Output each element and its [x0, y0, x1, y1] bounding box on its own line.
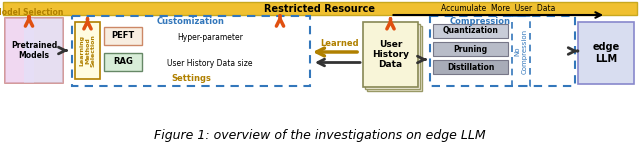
Bar — [75, 22, 100, 79]
Text: RAG: RAG — [113, 57, 133, 67]
Bar — [578, 22, 634, 84]
Text: Accumulate  More  User  Data: Accumulate More User Data — [441, 4, 556, 13]
Text: Learned: Learned — [320, 39, 358, 48]
Bar — [5, 18, 34, 83]
Text: Figure 1: overview of the investigations on edge LLM: Figure 1: overview of the investigations… — [154, 129, 486, 143]
Bar — [5, 18, 63, 83]
Text: Quantization: Quantization — [443, 26, 499, 36]
Text: Model Selection: Model Selection — [0, 8, 64, 17]
Bar — [3, 2, 637, 15]
Bar — [24, 18, 63, 83]
Bar — [433, 60, 508, 74]
Text: User History Data size: User History Data size — [167, 58, 253, 68]
Text: No
Compression: No Compression — [515, 28, 527, 74]
Bar — [367, 26, 422, 91]
Text: Hyper-parameter: Hyper-parameter — [177, 34, 243, 42]
Bar — [104, 27, 142, 45]
Text: Restricted Resource: Restricted Resource — [264, 3, 376, 14]
Bar — [433, 24, 508, 38]
Text: Pruning: Pruning — [453, 44, 488, 54]
Bar — [433, 42, 508, 56]
Text: User
History
Data: User History Data — [372, 40, 409, 69]
Text: edge
LLM: edge LLM — [593, 42, 620, 64]
Bar — [512, 16, 530, 86]
Bar — [104, 53, 142, 71]
Text: Pretrained
Models: Pretrained Models — [11, 41, 57, 60]
Bar — [72, 16, 310, 86]
Bar — [430, 16, 575, 86]
Text: Distillation: Distillation — [447, 62, 494, 72]
Bar — [365, 24, 420, 89]
Text: Settings: Settings — [171, 74, 211, 83]
Text: Learning
Method
Selection: Learning Method Selection — [79, 34, 96, 67]
Text: PEFT: PEFT — [111, 32, 134, 40]
Bar — [363, 22, 418, 87]
Text: Customization: Customization — [157, 18, 225, 26]
Text: Compression: Compression — [449, 18, 511, 26]
